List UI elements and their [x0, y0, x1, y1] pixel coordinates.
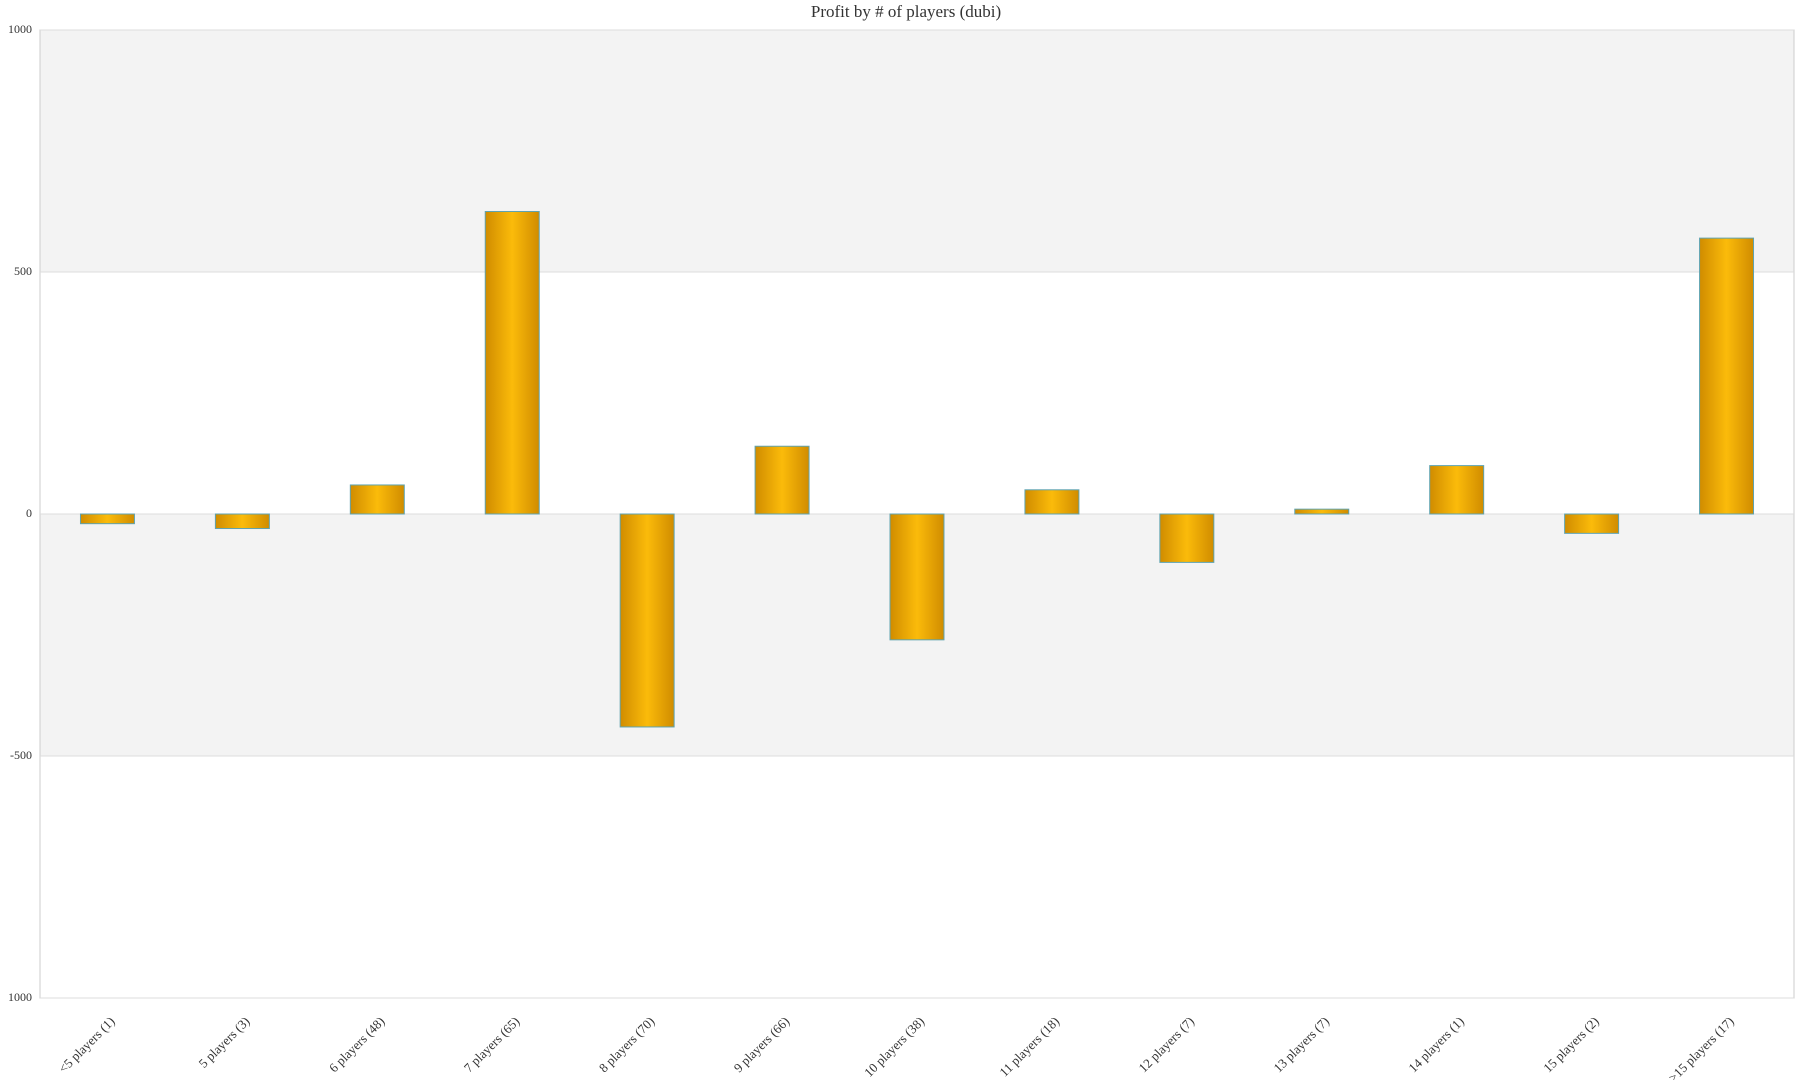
- x-tick-label: >15 players (17): [1665, 1014, 1736, 1080]
- bar: [79, 513, 135, 525]
- bar: [1699, 237, 1755, 515]
- bar: [1429, 465, 1485, 515]
- x-tick-label: 14 players (1): [1405, 1014, 1467, 1076]
- bar: [754, 445, 810, 515]
- bar: [889, 513, 945, 641]
- bar: [349, 484, 405, 515]
- bar: [1564, 513, 1620, 534]
- plot-band: [40, 272, 1794, 514]
- y-tick-label: -500: [10, 748, 32, 762]
- bar: [484, 211, 540, 515]
- y-tick-label: 500: [14, 264, 32, 278]
- x-tick-label: 13 players (7): [1270, 1014, 1332, 1076]
- bar: [1294, 508, 1350, 515]
- bar: [1159, 513, 1215, 563]
- y-tick-label: 0: [26, 506, 32, 520]
- x-tick-label: 12 players (7): [1135, 1014, 1197, 1076]
- bar: [214, 513, 270, 530]
- x-tick-label: 5 players (3): [196, 1014, 253, 1071]
- x-tick-label: 10 players (38): [861, 1014, 927, 1080]
- x-tick-label: 15 players (2): [1540, 1014, 1602, 1076]
- bar: [1024, 489, 1080, 515]
- x-tick-label: 9 players (66): [731, 1014, 793, 1076]
- x-tick-label: 11 players (18): [996, 1014, 1062, 1080]
- plot-band: [40, 30, 1794, 272]
- y-tick-label: 1000: [8, 990, 32, 1004]
- bar: [619, 513, 675, 728]
- x-tick-label: 6 players (48): [326, 1014, 388, 1076]
- plot-band: [40, 756, 1794, 998]
- y-tick-label: 1000: [8, 22, 32, 36]
- x-tick-label: 8 players (70): [596, 1014, 658, 1076]
- x-tick-label: 7 players (65): [461, 1014, 523, 1076]
- x-tick-label: <5 players (1): [55, 1014, 117, 1076]
- chart-title: Profit by # of players (dubi): [811, 2, 1001, 21]
